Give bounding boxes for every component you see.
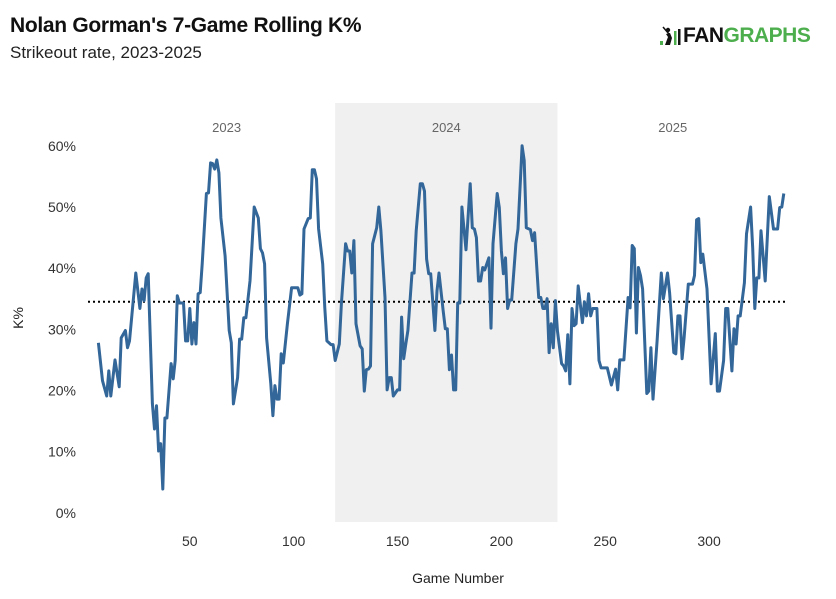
season-label: 2023 xyxy=(212,120,241,135)
x-tick-label: 250 xyxy=(594,533,618,549)
logo-text-fan: FAN xyxy=(683,24,724,47)
x-tick-label: 200 xyxy=(490,533,514,549)
y-tick-label: 40% xyxy=(48,260,76,276)
x-tick-label: 150 xyxy=(386,533,410,549)
y-tick-label: 0% xyxy=(56,505,76,521)
y-tick-label: 10% xyxy=(48,444,76,460)
x-axis-label: Game Number xyxy=(412,570,504,586)
x-tick-label: 50 xyxy=(182,533,198,549)
fangraphs-logo: FAN GRAPHS xyxy=(660,24,811,48)
x-tick-label: 300 xyxy=(697,533,721,549)
y-tick-label: 60% xyxy=(48,138,76,154)
chart-title: Nolan Gorman's 7-Game Rolling K% xyxy=(10,14,362,37)
batter-bars-icon xyxy=(660,26,681,45)
y-tick-label: 50% xyxy=(48,199,76,215)
logo-text-graphs: GRAPHS xyxy=(723,24,811,47)
season-label: 2024 xyxy=(432,120,461,135)
season-label: 2025 xyxy=(658,120,687,135)
chart-subtitle: Strikeout rate, 2023-2025 xyxy=(10,43,202,62)
y-tick-label: 30% xyxy=(48,321,76,337)
rolling-k-line xyxy=(96,144,786,491)
x-tick-label: 100 xyxy=(282,533,306,549)
y-tick-label: 20% xyxy=(48,382,76,398)
y-axis-label: K% xyxy=(10,307,26,329)
